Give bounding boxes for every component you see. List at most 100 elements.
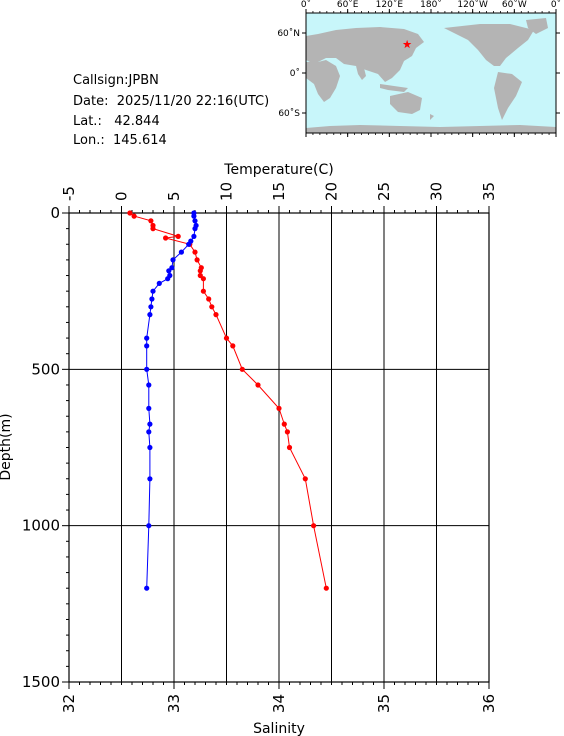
temperature-point bbox=[148, 218, 154, 224]
map-lon-label: 0˚ bbox=[551, 0, 561, 10]
depth-tick-label: 1500 bbox=[22, 673, 60, 691]
temperature-point bbox=[194, 257, 200, 263]
salinity-point bbox=[186, 241, 192, 247]
callsign-value: JPBN bbox=[128, 73, 159, 88]
map-continent-north-america bbox=[444, 24, 534, 66]
callsign-label: Callsign: bbox=[73, 73, 129, 88]
lon-line: Lon.: 145.614 bbox=[73, 133, 167, 149]
map-lat-label: 0˚ bbox=[290, 68, 300, 79]
temperature-point bbox=[239, 366, 245, 372]
temperature-point bbox=[197, 268, 203, 274]
date-line: Date: 2025/11/20 22:16(UTC) bbox=[73, 94, 269, 110]
salinity-point bbox=[178, 249, 184, 255]
temperature-point bbox=[286, 444, 293, 451]
axis-ticks bbox=[62, 206, 490, 689]
temperature-tick-label: 20 bbox=[323, 182, 341, 201]
temperature-point bbox=[163, 235, 169, 241]
temperature-tick-label: 5 bbox=[165, 191, 183, 201]
temperature-line bbox=[129, 212, 327, 589]
salinity-tick-label: 36 bbox=[480, 694, 498, 713]
lat-value: 42.844 bbox=[114, 114, 160, 129]
salinity-point bbox=[146, 382, 152, 388]
temperature-point bbox=[192, 249, 198, 255]
data-series bbox=[127, 210, 329, 591]
salinity-point bbox=[147, 421, 153, 427]
map-continent-south-america bbox=[494, 72, 522, 120]
map-lat-label: 60˚N bbox=[277, 28, 300, 39]
world-map: 0˚ 60˚E 120˚E 180˚ 120˚W 60˚W 0˚ 60˚N 0˚ 60˚S bbox=[277, 0, 561, 137]
map-lat-label: 60˚S bbox=[278, 108, 300, 119]
date-value: 2025/11/20 22:16(UTC) bbox=[116, 94, 270, 109]
temperature-tick-label: 35 bbox=[480, 182, 498, 201]
temperature-point bbox=[197, 272, 203, 279]
map-antarctica bbox=[306, 125, 556, 133]
depth-tick-label: 1000 bbox=[22, 517, 60, 535]
lon-label: Lon.: bbox=[73, 133, 105, 148]
temperature-axis-title: Temperature(C) bbox=[223, 162, 333, 178]
salinity-point bbox=[144, 585, 150, 591]
temperature-point bbox=[200, 276, 206, 282]
salinity-point bbox=[147, 476, 153, 482]
map-lon-label: 60˚E bbox=[337, 0, 359, 10]
lat-line: Lat.: 42.844 bbox=[73, 114, 160, 130]
salinity-point bbox=[147, 312, 153, 318]
map-lon-label: 120˚E bbox=[376, 0, 404, 10]
map-lon-label: 0˚ bbox=[301, 0, 311, 10]
temperature-tick-label: 30 bbox=[428, 182, 446, 201]
salinity-tick-label: 35 bbox=[375, 694, 393, 713]
map-continent-africa bbox=[306, 60, 340, 102]
temperature-point bbox=[131, 213, 137, 219]
map-new-zealand bbox=[430, 114, 434, 120]
temperature-point bbox=[230, 343, 236, 349]
salinity-axis-title: Salinity bbox=[253, 721, 305, 736]
temperature-point bbox=[213, 312, 219, 318]
temperature-point bbox=[200, 288, 206, 294]
salinity-point bbox=[144, 366, 150, 372]
salinity-point bbox=[146, 523, 152, 529]
temperature-point bbox=[223, 335, 230, 341]
salinity-point bbox=[191, 213, 197, 219]
salinity-point bbox=[170, 257, 176, 263]
callsign-line: Callsign:JPBN bbox=[73, 73, 159, 89]
temperature-point bbox=[206, 296, 212, 302]
map-indonesia bbox=[380, 84, 408, 92]
temperature-point bbox=[276, 405, 282, 411]
salinity-point bbox=[148, 304, 154, 310]
map-labels: 0˚ 60˚E 120˚E 180˚ 120˚W 60˚W 0˚ 60˚N 0˚ 60˚S bbox=[277, 0, 561, 119]
map-ticks bbox=[302, 9, 560, 137]
lat-label: Lat.: bbox=[73, 114, 102, 129]
temperature-point bbox=[311, 523, 317, 529]
depth-tick-label: 500 bbox=[31, 360, 60, 378]
temperature-tick-label: 10 bbox=[218, 182, 236, 201]
station-marker bbox=[402, 39, 412, 49]
salinity-point bbox=[149, 296, 155, 302]
temperature-point bbox=[209, 304, 215, 310]
depth-axis-title: Depth(m) bbox=[0, 413, 14, 480]
temperature-tick-label: 25 bbox=[375, 182, 393, 201]
map-continent-eurasia bbox=[306, 27, 424, 82]
salinity-point bbox=[147, 444, 153, 451]
salinity-point bbox=[192, 226, 198, 232]
chart-grid bbox=[69, 213, 489, 682]
lon-value: 145.614 bbox=[113, 133, 167, 148]
salinity-point bbox=[192, 218, 198, 224]
salinity-tick-label: 32 bbox=[60, 694, 78, 713]
salinity-tick-label: 34 bbox=[270, 694, 288, 713]
map-india bbox=[356, 66, 366, 80]
station-star bbox=[402, 39, 412, 49]
salinity-point bbox=[144, 335, 150, 341]
temperature-point bbox=[323, 585, 329, 591]
salinity-point bbox=[165, 276, 171, 282]
temperature-point bbox=[150, 226, 156, 232]
map-lon-label: 180˚ bbox=[420, 0, 442, 10]
map-australia bbox=[390, 92, 422, 114]
salinity-point bbox=[191, 233, 197, 239]
map-lon-label: 60˚W bbox=[502, 0, 527, 10]
map-lon-label: 120˚W bbox=[457, 0, 488, 10]
temperature-tick-label: -5 bbox=[60, 186, 78, 201]
salinity-point bbox=[144, 343, 150, 349]
temperature-tick-label: 0 bbox=[113, 191, 131, 201]
temperature-point bbox=[127, 210, 133, 216]
